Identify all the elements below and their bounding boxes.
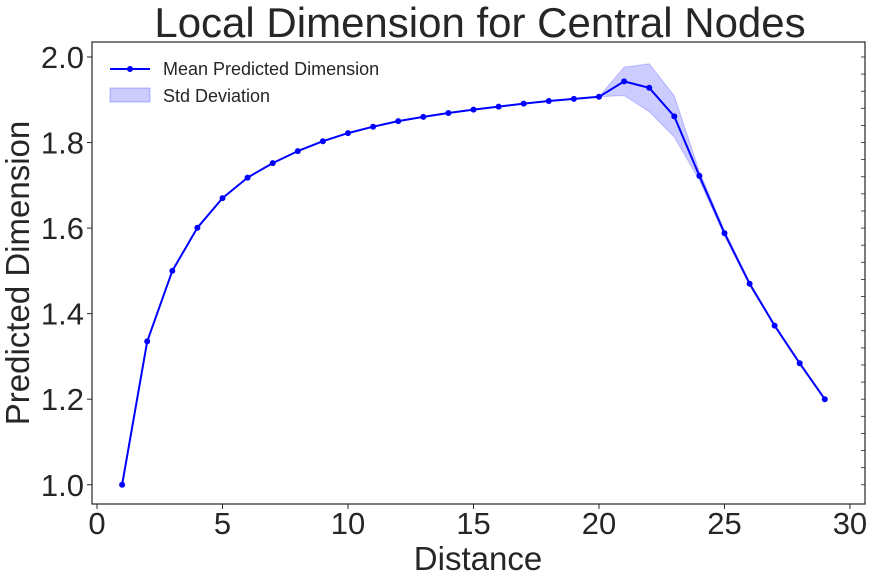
data-point xyxy=(596,93,602,100)
y-axis-label: Predicted Dimension xyxy=(0,121,36,425)
data-point xyxy=(520,100,527,107)
data-point xyxy=(671,113,678,120)
x-tick-label: 10 xyxy=(331,506,365,541)
data-point xyxy=(495,103,502,110)
data-point xyxy=(470,106,477,113)
data-point xyxy=(771,322,778,329)
data-point xyxy=(570,95,577,102)
data-point xyxy=(746,280,753,287)
legend-std-label: Std Deviation xyxy=(163,86,270,106)
chart-title: Local Dimension for Central Nodes xyxy=(154,0,805,46)
y-tick-label: 1.4 xyxy=(41,297,84,332)
y-tick-label: 2.0 xyxy=(41,40,84,75)
x-tick-label: 15 xyxy=(456,506,490,541)
y-tick-label: 1.6 xyxy=(41,211,84,246)
data-point xyxy=(244,174,251,181)
data-point xyxy=(395,118,402,125)
data-point xyxy=(721,230,728,237)
data-point xyxy=(821,396,828,403)
data-point xyxy=(219,195,226,202)
data-point xyxy=(370,123,377,130)
y-tick-label: 1.2 xyxy=(41,382,84,417)
data-point xyxy=(420,113,427,120)
legend-marker-swatch xyxy=(127,66,133,72)
legend-band-swatch xyxy=(109,87,151,103)
plot-area: 0 5 10 15 20 25 30 1.0 1.2 1.4 1.6 1.8 2.0 xyxy=(41,40,867,541)
x-axis-label: Distance xyxy=(414,540,542,577)
x-tick-label: 25 xyxy=(707,506,741,541)
y-tick-label: 1.8 xyxy=(41,126,84,161)
data-point xyxy=(646,84,653,91)
data-point xyxy=(194,224,201,231)
legend: Mean Predicted Dimension Std Deviation xyxy=(109,59,379,106)
data-point xyxy=(169,267,176,274)
data-point xyxy=(269,160,276,167)
std-deviation-band xyxy=(121,63,826,485)
y-tick-label: 1.0 xyxy=(41,468,84,503)
data-point xyxy=(345,130,351,137)
x-tick-label: 0 xyxy=(88,506,105,541)
data-point xyxy=(144,338,151,345)
mean-line xyxy=(121,80,826,485)
data-point xyxy=(621,78,628,85)
data-point xyxy=(796,360,803,367)
axes-frame xyxy=(91,41,866,505)
data-point xyxy=(294,148,301,155)
data-point xyxy=(545,98,552,104)
data-point xyxy=(119,481,126,488)
legend-mean-label: Mean Predicted Dimension xyxy=(163,59,379,79)
data-point xyxy=(696,172,703,179)
data-point xyxy=(445,110,452,116)
data-point xyxy=(319,138,326,145)
x-tick-label: 20 xyxy=(582,506,616,541)
x-tick-label: 30 xyxy=(833,506,867,541)
x-tick-label: 5 xyxy=(214,506,231,541)
